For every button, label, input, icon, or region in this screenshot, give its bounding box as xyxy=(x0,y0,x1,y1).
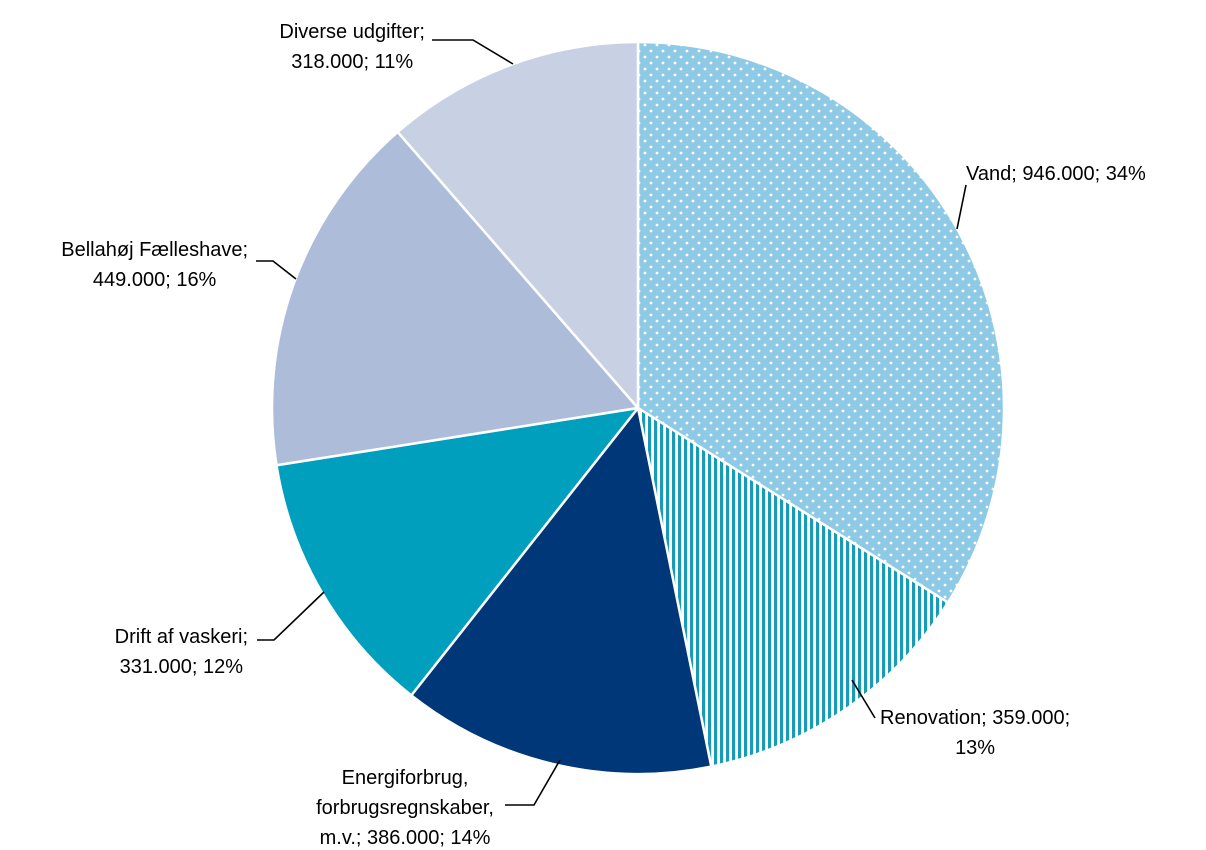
pie-slice-diverse-udgifter xyxy=(396,40,640,410)
data-label-line: 449.000; 16% xyxy=(93,269,217,291)
data-label-drift-af-vaskeri: Drift af vaskeri; 331.000; 12% xyxy=(115,626,248,678)
data-labels: Vand; 946.000; 34% Renovation; 359.000; 13… xyxy=(61,21,1146,849)
data-label-line: m.v.; 386.000; 14% xyxy=(320,827,491,849)
data-label-renovation: Renovation; 359.000; 13% xyxy=(880,707,1070,759)
data-label-line: Renovation; 359.000; xyxy=(880,707,1070,729)
data-label-line: 13% xyxy=(955,737,995,759)
data-label-line: Bellahøj Fælleshave; xyxy=(61,239,248,261)
pie-slice-vand xyxy=(636,40,1006,604)
pie-slice-renovation xyxy=(636,406,950,768)
data-label-line: forbrugsregnskaber, xyxy=(316,797,494,819)
data-label-line: 318.000; 11% xyxy=(291,51,413,73)
pie-slices xyxy=(270,40,1006,776)
pie-slice-energiforbrug-forbrugsregnskaber-m-v xyxy=(410,406,713,776)
leader-line-vand xyxy=(956,184,967,230)
leader-line-drift-af-vaskeri xyxy=(257,591,325,641)
data-label-line: Vand; 946.000; 34% xyxy=(966,163,1146,185)
data-label-vand: Vand; 946.000; 34% xyxy=(966,163,1146,185)
leader-line-energiforbrug-forbrugsregnskaber-m-v xyxy=(505,759,561,806)
leader-line-bellahoj-faelleshave xyxy=(256,260,297,280)
data-label-bellahoj-faelleshave: Bellahøj Fælleshave; 449.000; 16% xyxy=(61,239,248,291)
leader-line-renovation xyxy=(851,679,876,719)
pie-slice-bellahoj-faelleshave xyxy=(270,130,640,467)
leader-line-diverse-udgifter xyxy=(432,39,514,65)
data-label-diverse-udgifter: Diverse udgifter; 318.000; 11% xyxy=(279,21,425,73)
data-label-line: Diverse udgifter; xyxy=(279,21,425,43)
data-label-line: 331.000; 12% xyxy=(120,656,244,678)
label-leader-lines xyxy=(256,39,967,806)
data-label-energiforbrug-forbrugsregnskaber-m-v: Energiforbrug, forbrugsregnskaber, m.v.; 3… xyxy=(316,767,494,849)
data-label-line: Drift af vaskeri; xyxy=(115,626,248,648)
data-label-line: Energiforbrug, xyxy=(342,767,469,789)
